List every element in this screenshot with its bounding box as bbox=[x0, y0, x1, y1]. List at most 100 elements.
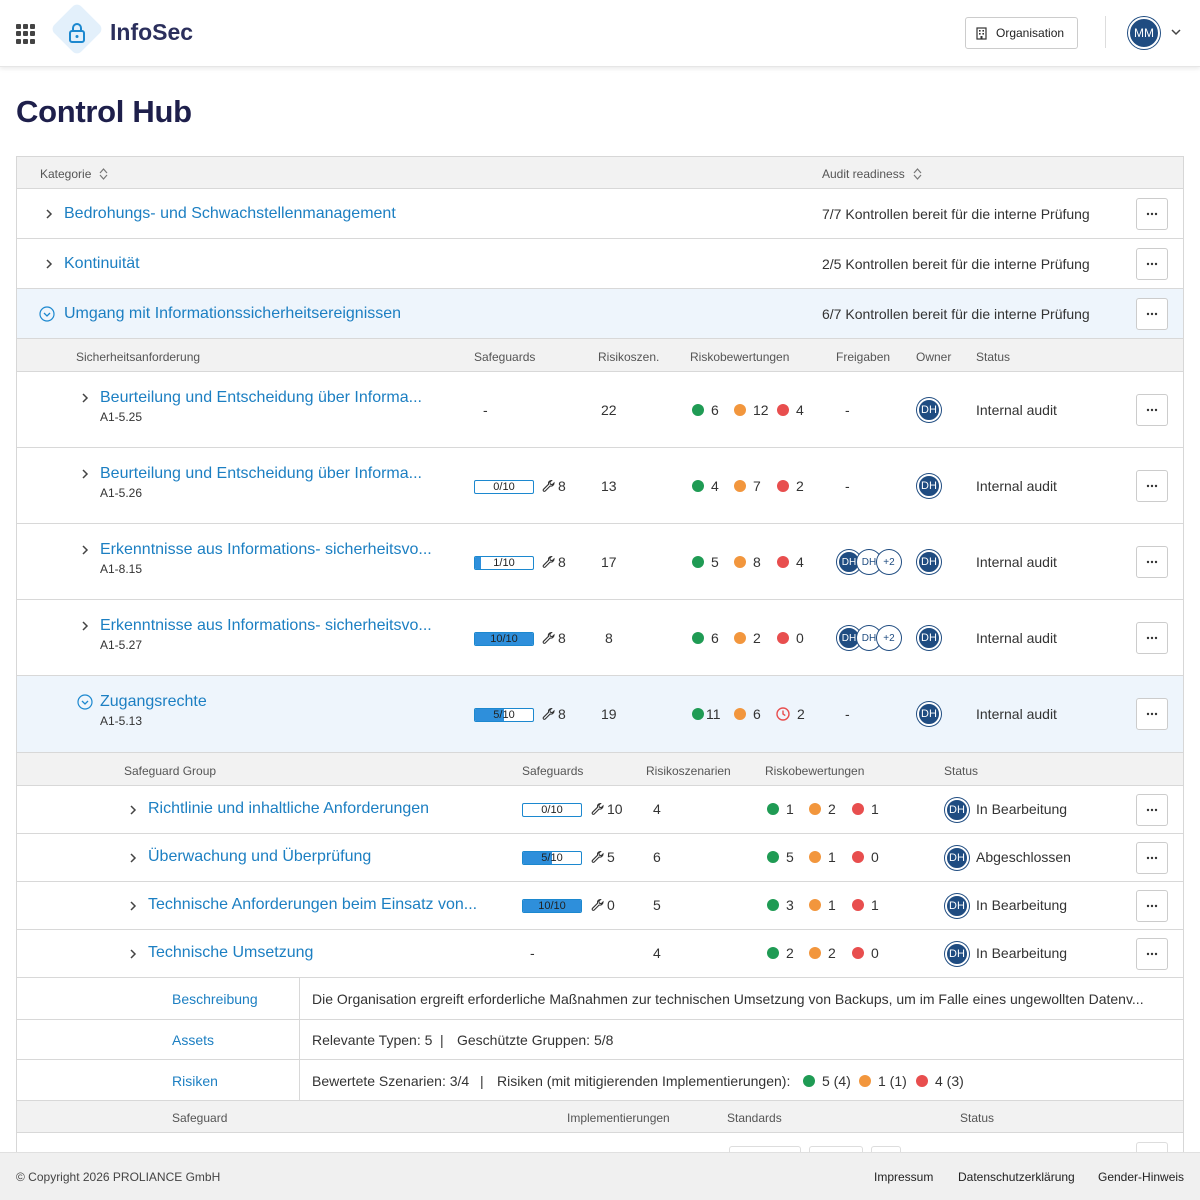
chevron-right-icon[interactable] bbox=[79, 392, 91, 404]
more-options-button[interactable] bbox=[1136, 842, 1168, 874]
footer-link-impressum[interactable]: Impressum bbox=[874, 1170, 934, 1184]
status-text: Internal audit bbox=[976, 630, 1057, 646]
column-header-ratings: Riskobewertungen bbox=[690, 350, 790, 364]
requirement-title[interactable]: Beurteilung und Entscheidung über Inform… bbox=[100, 465, 422, 482]
chevron-right-icon[interactable] bbox=[127, 948, 139, 960]
safeguards-value: - bbox=[530, 945, 535, 961]
more-options-button[interactable] bbox=[1136, 394, 1168, 426]
safeguard-group-row[interactable]: Richtlinie und inhaltliche Anforderungen… bbox=[17, 786, 1183, 834]
app-grid-icon[interactable] bbox=[16, 24, 36, 44]
orange-dot-icon bbox=[809, 947, 821, 959]
requirement-row[interactable]: Erkenntnisse aus Informations- sicherhei… bbox=[17, 524, 1183, 600]
category-name[interactable]: Bedrohungs- und Schwachstellenmanagement bbox=[64, 205, 396, 222]
group-title[interactable]: Richtlinie und inhaltliche Anforderungen bbox=[148, 800, 430, 817]
description-label[interactable]: Beschreibung bbox=[172, 991, 258, 1007]
scenario-count: 6 bbox=[653, 849, 661, 865]
chevron-right-icon[interactable] bbox=[43, 208, 55, 220]
requirement-code: A1-8.15 bbox=[100, 562, 143, 576]
owner-avatar[interactable]: DH bbox=[945, 846, 969, 870]
more-options-button[interactable] bbox=[1136, 1142, 1168, 1152]
category-row[interactable]: Kontinuität 2/5 Kontrollen bereit für di… bbox=[17, 239, 1183, 289]
requirement-row[interactable]: Beurteilung und Entscheidung über Inform… bbox=[17, 448, 1183, 524]
group-title[interactable]: Technische Anforderungen beim Einsatz vo… bbox=[148, 896, 478, 913]
sort-icon[interactable] bbox=[913, 168, 922, 180]
more-options-button[interactable] bbox=[1136, 470, 1168, 502]
column-header-category[interactable]: Kategorie bbox=[40, 167, 108, 181]
category-row-expanded[interactable]: Umgang mit Informationssicherheitsereign… bbox=[17, 289, 1183, 339]
owner-avatar[interactable]: DH bbox=[917, 702, 941, 726]
risk-orange: 1 bbox=[809, 849, 836, 865]
requirement-row[interactable]: Beurteilung und Entscheidung über Inform… bbox=[17, 372, 1183, 448]
more-options-button[interactable] bbox=[1136, 546, 1168, 578]
footer-link-gender[interactable]: Gender-Hinweis bbox=[1098, 1170, 1185, 1184]
group-title[interactable]: Technische Umsetzung bbox=[148, 944, 314, 961]
approver-avatar[interactable]: DH bbox=[837, 626, 861, 650]
group-title[interactable]: Überwachung und Überprüfung bbox=[148, 848, 372, 865]
chevron-right-icon[interactable] bbox=[127, 852, 139, 864]
ellipsis-icon bbox=[1146, 484, 1158, 488]
more-options-button[interactable] bbox=[1136, 198, 1168, 230]
more-options-button[interactable] bbox=[1136, 622, 1168, 654]
green-dot-icon bbox=[803, 1075, 815, 1087]
orange-dot-icon bbox=[859, 1075, 871, 1087]
more-options-button[interactable] bbox=[1136, 794, 1168, 826]
chevron-down-circle-icon[interactable] bbox=[39, 306, 55, 322]
risk-red: 4 (3) bbox=[916, 1073, 964, 1089]
safeguard-count: 8 bbox=[542, 478, 566, 494]
user-avatar[interactable]: MM bbox=[1128, 17, 1160, 49]
chevron-right-icon[interactable] bbox=[79, 544, 91, 556]
more-options-button[interactable] bbox=[1136, 298, 1168, 330]
chevron-down-circle-icon[interactable] bbox=[77, 694, 93, 710]
requirement-row-expanded[interactable]: Zugangsrechte A1-5.13 5/10 8 19 11 6 2 -… bbox=[17, 676, 1183, 753]
owner-avatar[interactable]: DH bbox=[945, 894, 969, 918]
chevron-right-icon[interactable] bbox=[127, 804, 139, 816]
scenario-count: 19 bbox=[601, 706, 617, 722]
requirement-title[interactable]: Erkenntnisse aus Informations- sicherhei… bbox=[100, 541, 432, 558]
more-options-button[interactable] bbox=[1136, 248, 1168, 280]
owner-avatar[interactable]: DH bbox=[945, 798, 969, 822]
chevron-right-icon[interactable] bbox=[79, 468, 91, 480]
category-name[interactable]: Kontinuität bbox=[64, 255, 140, 272]
more-options-button[interactable] bbox=[1136, 938, 1168, 970]
chevron-right-icon[interactable] bbox=[43, 258, 55, 270]
chevron-down-icon[interactable] bbox=[1170, 26, 1182, 38]
ellipsis-icon bbox=[1146, 312, 1158, 316]
owner-avatar[interactable]: DH bbox=[917, 626, 941, 650]
safeguard-group-row[interactable]: Überwachung und Überprüfung 5/10 5 6 5 1… bbox=[17, 834, 1183, 882]
requirement-title[interactable]: Beurteilung und Entscheidung über Inform… bbox=[100, 389, 422, 406]
detail-label-cell bbox=[17, 1020, 300, 1059]
more-options-button[interactable] bbox=[1136, 890, 1168, 922]
requirement-title[interactable]: Zugangsrechte bbox=[100, 693, 207, 710]
requirement-title[interactable]: Erkenntnisse aus Informations- sicherhei… bbox=[100, 617, 432, 634]
sort-icon[interactable] bbox=[99, 168, 108, 180]
more-options-button[interactable] bbox=[1136, 698, 1168, 730]
owner-avatar[interactable]: DH bbox=[917, 398, 941, 422]
standard-chip bbox=[871, 1146, 901, 1152]
column-header-audit[interactable]: Audit readiness bbox=[822, 167, 922, 181]
chevron-right-icon[interactable] bbox=[79, 620, 91, 632]
risks-label[interactable]: Risiken bbox=[172, 1073, 218, 1089]
assets-label[interactable]: Assets bbox=[172, 1032, 215, 1048]
requirement-row[interactable]: Erkenntnisse aus Informations- sicherhei… bbox=[17, 600, 1183, 676]
green-dot-icon bbox=[767, 947, 779, 959]
organisation-button[interactable]: Organisation bbox=[965, 17, 1078, 49]
approver-more-badge[interactable]: +2 bbox=[877, 626, 901, 650]
column-header-safeguard: Safeguard bbox=[172, 1111, 228, 1125]
chevron-right-icon[interactable] bbox=[127, 900, 139, 912]
red-dot-icon bbox=[777, 556, 789, 568]
risk-orange: 1 bbox=[809, 897, 836, 913]
status-text: Internal audit bbox=[976, 402, 1057, 418]
risk-orange: 2 bbox=[809, 945, 836, 961]
footer-link-privacy[interactable]: Datenschutzerklärung bbox=[958, 1170, 1075, 1184]
audit-readiness: 2/5 Kontrollen bereit für die interne Pr… bbox=[822, 256, 1090, 272]
safeguard-group-row[interactable]: Technische Anforderungen beim Einsatz vo… bbox=[17, 882, 1183, 930]
owner-avatar[interactable]: DH bbox=[917, 550, 941, 574]
owner-avatar[interactable]: DH bbox=[945, 942, 969, 966]
category-row[interactable]: Bedrohungs- und Schwachstellenmanagement… bbox=[17, 189, 1183, 239]
category-name[interactable]: Umgang mit Informationssicherheitsereign… bbox=[64, 305, 402, 322]
risk-green: 5 bbox=[692, 554, 719, 570]
safeguard-group-row[interactable]: Technische Umsetzung - 4 2 2 0 DH In Bea… bbox=[17, 930, 1183, 978]
requirement-code: A1-5.25 bbox=[100, 410, 143, 424]
owner-avatar[interactable]: DH bbox=[917, 474, 941, 498]
approver-more-badge[interactable]: +2 bbox=[877, 550, 901, 574]
